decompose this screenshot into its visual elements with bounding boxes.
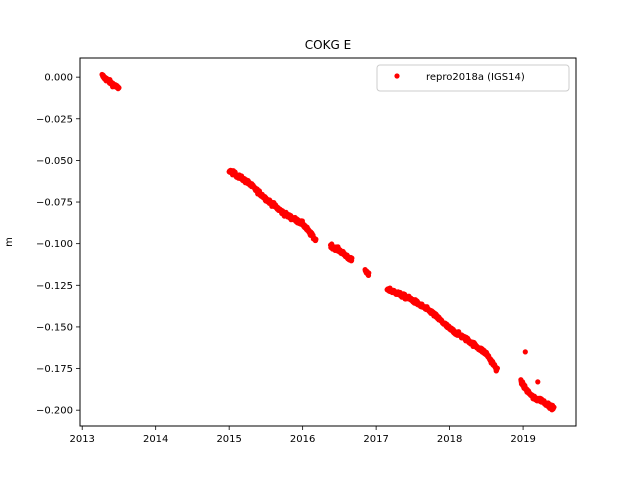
y-tick-label: −0.175 <box>36 364 73 375</box>
y-tick-label: −0.150 <box>36 322 73 333</box>
y-tick-label: 0.000 <box>44 73 73 84</box>
x-tick-label: 2015 <box>216 434 241 445</box>
data-point <box>349 255 355 261</box>
legend-box <box>376 64 570 92</box>
plot-frame <box>79 57 577 427</box>
data-point <box>494 365 500 371</box>
y-tick-label: −0.050 <box>36 156 73 167</box>
points-layer <box>99 71 557 413</box>
y-tick-label: −0.200 <box>36 406 73 417</box>
chart-title: COKG E <box>305 38 351 52</box>
data-point <box>116 85 122 91</box>
x-tick-label: 2018 <box>437 434 462 445</box>
data-point <box>551 404 557 410</box>
data-point <box>535 379 541 385</box>
y-axis-label: m <box>4 237 15 247</box>
y-tick-label: −0.125 <box>36 281 73 292</box>
data-point <box>366 270 372 276</box>
data-point <box>522 349 528 355</box>
legend-label: repro2018a (IGS14) <box>426 72 525 83</box>
x-tick-label: 2017 <box>363 434 388 445</box>
x-tick-label: 2014 <box>143 434 168 445</box>
y-tick-label: −0.075 <box>36 198 73 209</box>
x-tick-label: 2019 <box>510 434 535 445</box>
legend: repro2018a (IGS14) <box>376 64 570 92</box>
y-axis: 0.000 −0.025 −0.050 −0.075 −0.100 −0.125 −0.15… <box>36 73 80 417</box>
data-point <box>313 236 319 242</box>
legend-marker <box>394 73 400 79</box>
y-tick-label: −0.100 <box>36 239 73 250</box>
x-tick-label: 2013 <box>69 434 94 445</box>
x-tick-label: 2016 <box>290 434 315 445</box>
y-tick-label: −0.025 <box>36 114 73 125</box>
x-axis: 2013 2014 2015 2016 2017 2018 2019 <box>69 426 536 445</box>
